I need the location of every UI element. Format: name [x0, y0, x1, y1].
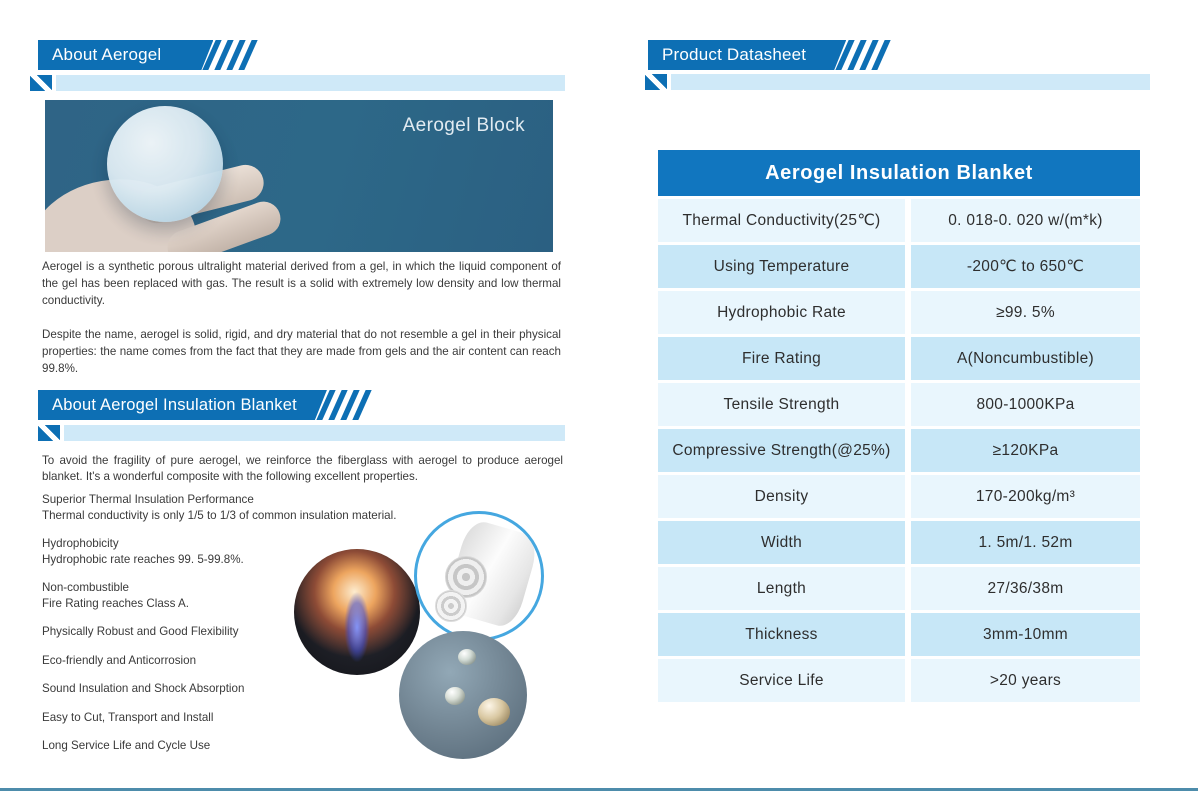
light-strip: [671, 74, 1150, 90]
product-datasheet-substrip: [645, 74, 1150, 90]
product-datasheet-title: Product Datasheet: [648, 40, 846, 70]
spec-table: Aerogel Insulation Blanket Thermal Condu…: [658, 150, 1140, 702]
light-strip: [56, 75, 565, 91]
droplet-image: [478, 697, 511, 726]
spec-row: Fire Rating A(Noncumbustible): [658, 337, 1140, 380]
spec-value: ≥99. 5%: [911, 291, 1140, 334]
roll-end-image: [435, 590, 467, 622]
feature-desc: Fire Rating reaches Class A.: [42, 596, 189, 610]
feature-item: Hydrophobicity Hydrophobic rate reaches …: [42, 536, 422, 567]
aerogel-paragraph-2: Despite the name, aerogel is solid, rigi…: [42, 328, 561, 375]
spec-row: Compressive Strength(@25%) ≥120KPa: [658, 429, 1140, 472]
about-blanket-substrip: [38, 425, 565, 441]
feature-title: Sound Insulation and Shock Absorption: [42, 682, 245, 695]
feature-item: Superior Thermal Insulation Performance …: [42, 492, 422, 523]
feature-item: Easy to Cut, Transport and Install: [42, 710, 422, 726]
blanket-intro: To avoid the fragility of pure aerogel, …: [42, 454, 563, 483]
spec-table-rows: Thermal Conductivity(25℃) 0. 018-0. 020 …: [658, 199, 1140, 702]
spec-value: 170-200kg/m³: [911, 475, 1140, 518]
product-datasheet-banner: Product Datasheet: [648, 40, 891, 70]
spec-label: Tensile Strength: [658, 383, 905, 426]
feature-title: Hydrophobicity: [42, 537, 119, 550]
light-strip: [64, 425, 565, 441]
droplet-image: [457, 648, 476, 665]
droplet-image: [445, 687, 466, 706]
about-aerogel-title: About Aerogel: [38, 40, 213, 70]
corner-slash-icon: [38, 425, 60, 441]
spec-value: ≥120KPa: [911, 429, 1140, 472]
spec-row: Service Life >20 years: [658, 659, 1140, 702]
spec-row: Length 27/36/38m: [658, 567, 1140, 610]
page-bottom-rule: [0, 788, 1198, 791]
spec-label: Thickness: [658, 613, 905, 656]
spec-value: 1. 5m/1. 52m: [911, 521, 1140, 564]
spec-row: Width 1. 5m/1. 52m: [658, 521, 1140, 564]
spec-value: >20 years: [911, 659, 1140, 702]
corner-slash-icon: [30, 75, 52, 91]
feature-item: Non-combustible Fire Rating reaches Clas…: [42, 580, 422, 611]
water-droplets-image: [399, 631, 527, 759]
about-blanket-banner: About Aerogel Insulation Blanket: [38, 390, 372, 420]
feature-item: Eco-friendly and Anticorrosion: [42, 653, 422, 669]
about-aerogel-substrip: [30, 75, 565, 91]
spec-label: Thermal Conductivity(25℃): [658, 199, 905, 242]
spec-row: Tensile Strength 800-1000KPa: [658, 383, 1140, 426]
feature-title: Superior Thermal Insulation Performance: [42, 493, 254, 506]
aerogel-ball-image: [107, 106, 223, 222]
about-blanket-title: About Aerogel Insulation Blanket: [38, 390, 327, 420]
aerogel-block-photo: Aerogel Block: [45, 100, 553, 252]
feature-desc: Thermal conductivity is only 1/5 to 1/3 …: [42, 508, 397, 522]
diagonal-stripes-icon: [835, 40, 897, 70]
spec-label: Hydrophobic Rate: [658, 291, 905, 334]
diagonal-stripes-icon: [316, 390, 377, 420]
spec-label: Service Life: [658, 659, 905, 702]
feature-list: Superior Thermal Insulation Performance …: [42, 492, 422, 767]
diagonal-stripes-icon: [202, 40, 264, 70]
feature-desc: Hydrophobic rate reaches 99. 5-99.8%.: [42, 552, 244, 566]
spec-label: Using Temperature: [658, 245, 905, 288]
spec-label: Compressive Strength(@25%): [658, 429, 905, 472]
spec-label: Fire Rating: [658, 337, 905, 380]
corner-slash-icon: [645, 74, 667, 90]
aerogel-paragraph-1: Aerogel is a synthetic porous ultralight…: [42, 260, 561, 307]
spec-row: Hydrophobic Rate ≥99. 5%: [658, 291, 1140, 334]
spec-row: Using Temperature -200℃ to 650℃: [658, 245, 1140, 288]
roll-end-image: [445, 556, 487, 598]
spec-table-title: Aerogel Insulation Blanket: [658, 150, 1140, 196]
blanket-rolls-image: [414, 511, 544, 641]
spec-row: Density 170-200kg/m³: [658, 475, 1140, 518]
feature-title: Non-combustible: [42, 581, 129, 594]
spec-value: 800-1000KPa: [911, 383, 1140, 426]
spec-value: 3mm-10mm: [911, 613, 1140, 656]
spec-value: A(Noncumbustible): [911, 337, 1140, 380]
feature-title: Long Service Life and Cycle Use: [42, 739, 211, 752]
photo-caption: Aerogel Block: [402, 115, 525, 136]
flame-test-image: [294, 549, 420, 675]
spec-label: Width: [658, 521, 905, 564]
feature-item: Sound Insulation and Shock Absorption: [42, 681, 422, 697]
spec-value: -200℃ to 650℃: [911, 245, 1140, 288]
feature-item: Physically Robust and Good Flexibility: [42, 624, 422, 640]
about-aerogel-banner: About Aerogel: [38, 40, 259, 70]
feature-title: Eco-friendly and Anticorrosion: [42, 653, 197, 667]
spec-value: 27/36/38m: [911, 567, 1140, 610]
spec-row: Thickness 3mm-10mm: [658, 613, 1140, 656]
spec-label: Density: [658, 475, 905, 518]
feature-title: Easy to Cut, Transport and Install: [42, 710, 214, 724]
spec-value: 0. 018-0. 020 w/(m*k): [911, 199, 1140, 242]
spec-row: Thermal Conductivity(25℃) 0. 018-0. 020 …: [658, 199, 1140, 242]
spec-label: Length: [658, 567, 905, 610]
feature-item: Long Service Life and Cycle Use: [42, 738, 422, 754]
feature-title: Physically Robust and Good Flexibility: [42, 625, 239, 638]
